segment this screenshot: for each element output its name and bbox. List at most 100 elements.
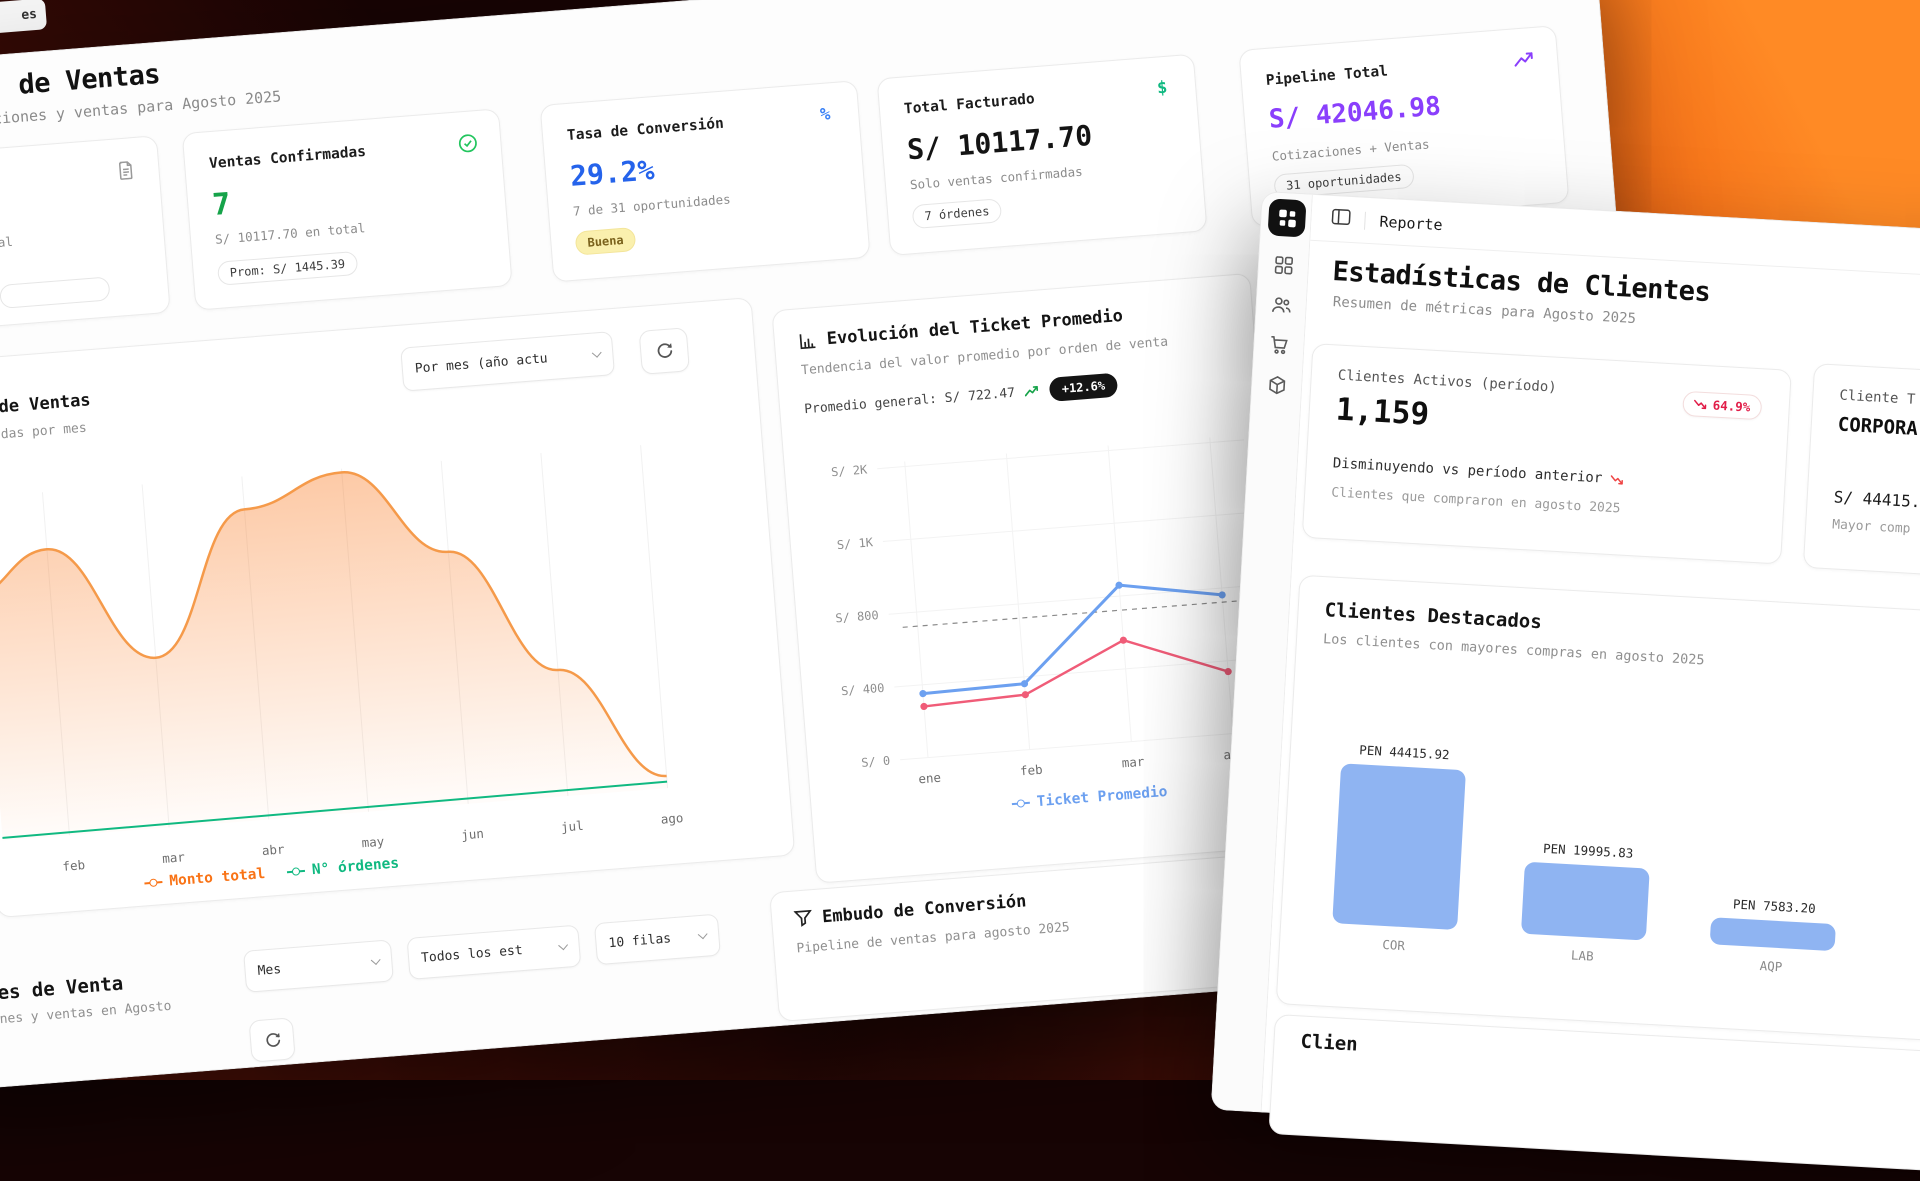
active-clients-value: 1,159 (1335, 391, 1430, 432)
bar (1710, 917, 1836, 951)
legend-swatch (144, 881, 162, 884)
kpi-partial-badge (0, 276, 111, 309)
bar-value-label: PEN 19995.83 (1543, 841, 1634, 861)
panel-left-icon (1331, 208, 1351, 226)
dashboard-grid-icon (1273, 255, 1294, 276)
sales-trend-title: de Ventas (0, 390, 91, 417)
sales-trend-card: de Ventas das por mes Por mes (año actu … (0, 297, 795, 918)
active-clients-trend-text: Disminuyendo vs período anterior (1332, 455, 1602, 486)
shopping-cart-icon (1269, 335, 1290, 356)
header-divider (1364, 211, 1366, 229)
x-tick: may (350, 833, 395, 851)
kpi-value: S/ 42046.98 (1268, 91, 1442, 134)
active-clients-description: Clientes que compraron en agosto 2025 (1331, 485, 1621, 516)
orders-subtitle: nes y ventas en Agosto (0, 999, 172, 1027)
kpi-title: Tasa de Conversión (566, 116, 724, 144)
legend-label: Ticket Promedio (1036, 784, 1168, 810)
bar-category: COR (1331, 934, 1457, 956)
funnel-icon (794, 909, 813, 928)
trending-down-icon (1693, 398, 1708, 410)
package-icon (1267, 375, 1288, 396)
x-tick: ago (649, 809, 694, 827)
period-dropdown-value: Por mes (año actu (414, 351, 548, 376)
x-tick: mar (151, 848, 196, 866)
ticket-change-badge: +12.6% (1049, 373, 1118, 402)
kpi-card-total-facturado: Total Facturado $ S/ 10117.70 Solo venta… (877, 54, 1208, 256)
legend-item-ticket-promedio[interactable]: Ticket Promedio (1011, 784, 1168, 812)
sales-trend-subtitle: das por mes (0, 421, 87, 443)
ticket-line-chart: S/ 2K S/ 1K S/ 800 S/ 400 S/ 0 ene feb m… (794, 424, 1279, 799)
orders-status-value: Todos los est (421, 943, 524, 966)
kpi-detail: Solo ventas confirmadas (909, 164, 1083, 193)
panel-toggle-button[interactable] (1331, 208, 1351, 230)
featured-title: Clientes Destacados (1324, 599, 1542, 633)
badge-value: 64.9% (1712, 398, 1750, 415)
y-tick: S/ 800 (835, 608, 879, 625)
trending-down-icon (1610, 473, 1625, 485)
bar (1521, 862, 1650, 941)
app-logo (1268, 198, 1307, 237)
kpi-title: Pipeline Total (1265, 63, 1388, 89)
featured-clients-card: Clientes Destacados Los clientes con may… (1276, 575, 1920, 1047)
refresh-button[interactable] (639, 327, 690, 375)
kpi-badge: Prom: S/ 1445.39 (217, 251, 358, 286)
orders-status-dropdown[interactable]: Todos los est (407, 925, 582, 980)
ticket-legend: Ticket Promedio (1011, 784, 1168, 812)
featured-subtitle: Los clientes con mayores compras en agos… (1323, 631, 1705, 668)
legend-item-num-ordenes[interactable]: N° órdenes (286, 855, 399, 880)
orders-rows-dropdown[interactable]: 10 filas (594, 914, 721, 966)
bar (1332, 763, 1466, 930)
sidebar-item-products[interactable] (1267, 375, 1288, 396)
bar-chart-icon (798, 331, 817, 350)
trending-up-icon (1512, 48, 1536, 72)
kpi-card-partial: al (0, 135, 171, 337)
orders-month-dropdown[interactable]: Mes (243, 939, 394, 992)
y-tick: S/ 1K (836, 535, 874, 552)
report-breadcrumb: Reporte (1379, 212, 1443, 234)
kpi-title: Ventas Confirmadas (209, 144, 367, 172)
x-tick: jul (550, 817, 595, 835)
kpi-value: 29.2% (569, 153, 656, 193)
kpi-partial-text: al (0, 234, 13, 250)
orders-refresh-button[interactable] (249, 1017, 296, 1062)
x-tick: mar (1121, 754, 1145, 771)
legend-item-monto-total[interactable]: Monto total (144, 866, 266, 891)
kpi-detail: Cotizaciones + Ventas (1271, 136, 1430, 163)
check-circle-icon (456, 131, 480, 155)
period-dropdown[interactable]: Por mes (año actu (400, 331, 615, 391)
sidebar-item-clients[interactable] (1271, 295, 1292, 316)
x-tick: abr (251, 841, 296, 859)
kpi-detail: 7 de 31 oportunidades (572, 191, 731, 218)
refresh-icon (263, 1031, 281, 1049)
bottom-partial-card: Clien (1268, 1014, 1920, 1176)
top-client-name: CORPORA (1837, 414, 1918, 440)
top-client-card: Cliente T CORPORA S/ 44415.9 Mayor comp (1803, 363, 1920, 586)
bar-group: PEN 44415.92 (1332, 723, 1468, 930)
kpi-badge: 7 órdenes (912, 198, 1003, 229)
mini-trending-up-icon (1024, 385, 1040, 398)
legend-swatch (1012, 802, 1030, 805)
kpi-title: Total Facturado (903, 91, 1035, 117)
ticket-promedio-card: Evolución del Ticket Promedio Tendencia … (771, 273, 1295, 884)
x-tick: feb (1019, 762, 1043, 779)
bar-category: AQP (1708, 955, 1834, 977)
kpi-value: 7 (211, 187, 232, 223)
sidebar-item-sales[interactable] (1269, 335, 1290, 356)
y-tick: S/ 400 (841, 681, 885, 698)
legend-swatch (287, 870, 305, 873)
sidebar-item-dashboard[interactable] (1273, 255, 1294, 276)
orders-rows-value: 10 filas (608, 931, 672, 951)
kpi-value: S/ 10117.70 (906, 119, 1093, 166)
active-clients-label: Clientes Activos (período) (1337, 368, 1557, 396)
kpi-detail: S/ 10117.70 en total (215, 220, 366, 247)
sales-area-chart (0, 408, 781, 848)
page-title: de Ventas (17, 59, 161, 101)
funnel-title: Embudo de Conversión (821, 891, 1027, 927)
x-tick: ene (918, 770, 942, 787)
report-window: Reporte Estadísticas de Clientes Resumen… (1211, 191, 1920, 1160)
logo-grid-icon (1276, 207, 1297, 228)
top-client-amount: S/ 44415.9 (1833, 487, 1920, 511)
bar-group: PEN 19995.83 (1521, 734, 1657, 941)
kpi-badge-buena: Buena (575, 227, 637, 256)
orders-title: es de Venta (0, 972, 124, 1004)
